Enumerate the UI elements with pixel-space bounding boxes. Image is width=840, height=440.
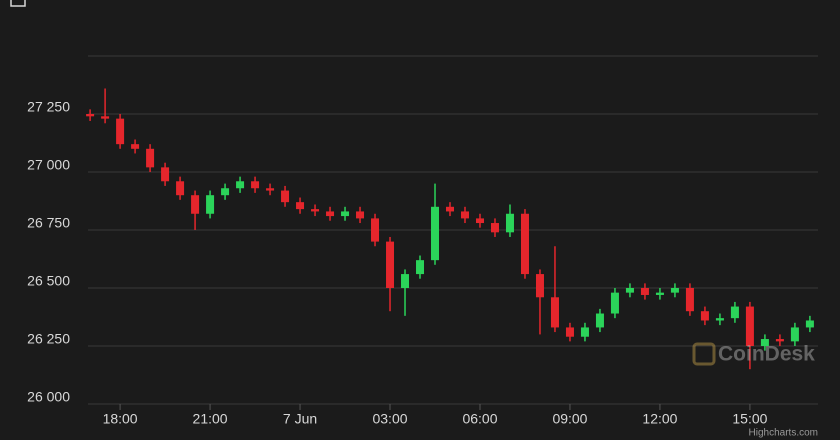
candle-body: [176, 181, 185, 196]
candle-body: [580, 327, 589, 337]
candle-body: [535, 274, 544, 298]
candle-body: [281, 190, 290, 203]
candle-body: [490, 223, 499, 233]
candle-body: [685, 288, 694, 312]
watermark-logo: CoinDesk: [692, 342, 815, 366]
candle-body: [460, 211, 469, 219]
candle-body: [326, 211, 335, 217]
calendar-icon: [10, 0, 26, 7]
candle-body: [520, 213, 529, 275]
x-tick-label: 06:00: [462, 411, 497, 427]
x-tick-label: 15:00: [732, 411, 767, 427]
candle-body: [700, 311, 709, 321]
candle-body: [715, 318, 724, 321]
candle-body: [206, 195, 215, 214]
candle-body: [670, 288, 679, 293]
watermark: CoinDesk: [718, 343, 815, 366]
candle-body: [416, 260, 425, 275]
candle-body: [550, 297, 559, 328]
candle-body: [431, 206, 440, 261]
y-tick-label: 26 750: [27, 215, 70, 231]
y-tick-label: 26 500: [27, 273, 70, 289]
candle-body: [101, 116, 110, 119]
candle-body: [745, 306, 754, 346]
candle-body: [760, 339, 769, 346]
candle-body: [116, 118, 125, 145]
candle-body: [640, 288, 649, 295]
candle-body: [356, 211, 365, 219]
x-tick-label: 12:00: [642, 411, 677, 427]
candle-body: [131, 144, 140, 149]
candle-body: [655, 292, 664, 295]
logo-icon: [692, 342, 716, 366]
candle-body: [371, 218, 380, 242]
candle-body: [341, 211, 350, 217]
candle-body: [505, 213, 514, 233]
candle-body: [266, 188, 275, 191]
y-tick-label: 26 250: [27, 331, 70, 347]
candle-body: [775, 339, 784, 342]
x-tick-label: 7 Jun: [283, 411, 317, 427]
candle-body: [161, 167, 170, 182]
y-tick-label: 26 000: [27, 389, 70, 405]
candle-body: [625, 288, 634, 293]
x-tick-label: 09:00: [552, 411, 587, 427]
candle-body: [401, 274, 410, 288]
candle-body: [595, 313, 604, 328]
candle-body: [565, 327, 574, 337]
candle-body: [146, 148, 155, 168]
x-tick-label: 18:00: [103, 411, 138, 427]
candle-body: [386, 241, 395, 288]
candle-body: [446, 206, 455, 212]
candle-body: [221, 188, 230, 196]
y-tick-label: 27 000: [27, 157, 70, 173]
candle-body: [296, 202, 305, 210]
candle-body: [191, 195, 200, 214]
candle-body: [86, 114, 95, 117]
credit: Highcharts.com: [749, 428, 818, 439]
x-tick-label: 21:00: [193, 411, 228, 427]
candle-body: [730, 306, 739, 319]
candle-body: [610, 292, 619, 314]
candle-body: [236, 181, 245, 189]
y-tick-label: 27 250: [27, 99, 70, 115]
candle-body: [475, 218, 484, 224]
candle-body: [790, 327, 799, 342]
x-tick-label: 03:00: [372, 411, 407, 427]
candle-body: [251, 181, 260, 189]
candle-body: [311, 209, 320, 212]
candle-body: [805, 320, 814, 328]
